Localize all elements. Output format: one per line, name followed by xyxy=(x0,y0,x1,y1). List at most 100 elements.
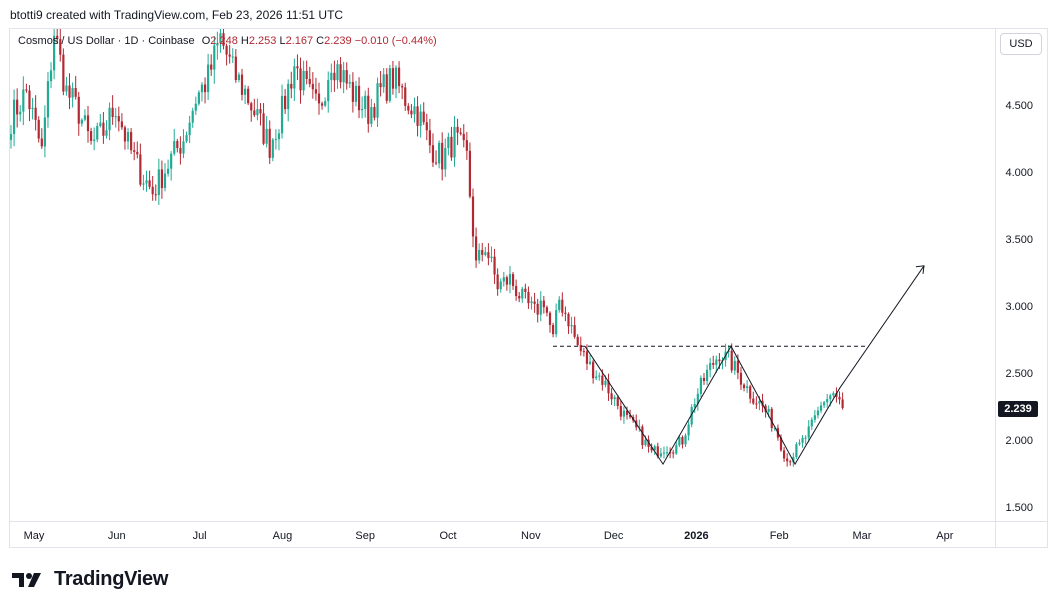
candle xyxy=(364,90,367,118)
candle xyxy=(505,275,508,291)
candle-body xyxy=(136,151,139,155)
candle xyxy=(65,76,68,96)
candle xyxy=(185,131,188,144)
candle-body xyxy=(798,442,801,445)
candle-body xyxy=(561,299,564,313)
candle xyxy=(622,406,626,424)
candle-body xyxy=(160,169,164,188)
candle-body xyxy=(736,360,739,373)
candle xyxy=(425,113,428,141)
candle xyxy=(650,443,653,453)
candle-body xyxy=(474,236,478,261)
candle-body xyxy=(499,281,502,290)
candle-body xyxy=(237,74,241,81)
candle-body xyxy=(789,461,792,463)
candle-body xyxy=(576,336,579,346)
candle-body xyxy=(305,70,308,79)
candle xyxy=(508,265,512,294)
candle-body xyxy=(243,88,247,95)
candle-body xyxy=(428,130,431,146)
candle xyxy=(816,406,820,419)
candle xyxy=(681,435,684,449)
candle xyxy=(407,103,410,115)
candle-body xyxy=(413,106,416,115)
candle-body xyxy=(739,372,743,385)
candle xyxy=(789,459,792,466)
candle-body xyxy=(163,173,167,188)
candle xyxy=(210,54,213,76)
candle xyxy=(151,176,154,201)
candle-body xyxy=(505,277,508,285)
candle xyxy=(755,396,758,409)
candle xyxy=(413,97,416,123)
candle xyxy=(696,388,699,411)
candle xyxy=(607,373,610,401)
candle-body xyxy=(293,66,296,89)
candle-body xyxy=(801,437,804,443)
candle-body xyxy=(644,439,647,446)
candle xyxy=(561,292,564,317)
currency-button[interactable]: USD xyxy=(1000,33,1042,55)
candle xyxy=(197,90,200,106)
candle xyxy=(145,170,148,192)
candle xyxy=(12,89,16,147)
candle xyxy=(786,453,789,467)
candle-body xyxy=(770,408,773,429)
candle xyxy=(139,143,142,187)
candle-body xyxy=(407,105,410,111)
candle-body xyxy=(370,107,373,124)
candle xyxy=(675,441,678,455)
candle-body xyxy=(99,122,102,126)
candle xyxy=(382,68,385,93)
candle-body xyxy=(111,107,114,118)
candle xyxy=(10,125,13,149)
candle-body xyxy=(607,380,610,394)
candle-body xyxy=(628,414,632,417)
candle xyxy=(462,124,465,148)
candle-body xyxy=(108,107,111,131)
price-tick-label: 2.000 xyxy=(1005,435,1033,447)
candle xyxy=(613,394,616,407)
candle xyxy=(416,96,419,137)
candle xyxy=(299,57,302,104)
candle-body xyxy=(511,274,515,286)
candle-body xyxy=(585,351,589,364)
candle-body xyxy=(684,435,687,445)
candle xyxy=(709,357,712,378)
candle-body xyxy=(681,437,684,445)
candle-body xyxy=(481,249,484,255)
candle-body xyxy=(702,377,706,382)
candle xyxy=(274,129,277,150)
candle-body xyxy=(19,111,22,115)
candle-body xyxy=(638,426,641,428)
time-tick-label: Jul xyxy=(193,530,207,542)
candle xyxy=(314,77,318,101)
time-tick-label: Sep xyxy=(355,530,375,542)
candle-body xyxy=(829,395,832,400)
candle-body xyxy=(508,274,512,285)
candle xyxy=(705,364,709,386)
candle-body xyxy=(262,113,265,144)
candle-body xyxy=(752,398,755,404)
arrow-head-icon xyxy=(915,265,925,274)
candle xyxy=(237,72,241,83)
candle xyxy=(182,129,185,159)
candle-body xyxy=(191,110,194,123)
price-tick-label: 2.500 xyxy=(1005,368,1033,380)
candle xyxy=(761,393,764,413)
candle xyxy=(293,58,296,101)
candle xyxy=(573,316,576,339)
candle xyxy=(173,128,176,156)
candle-body xyxy=(320,103,324,106)
candle xyxy=(228,44,231,64)
candle xyxy=(468,142,472,199)
candle-body xyxy=(841,399,844,408)
candle xyxy=(699,375,703,398)
candle-body xyxy=(290,83,293,89)
symbol-title[interactable]: Cosmos / US Dollar · 1D · Coinbase xyxy=(18,35,195,47)
candle xyxy=(564,306,567,322)
candle-body xyxy=(425,122,428,131)
candle-body xyxy=(240,74,244,95)
candle-body xyxy=(518,295,521,299)
